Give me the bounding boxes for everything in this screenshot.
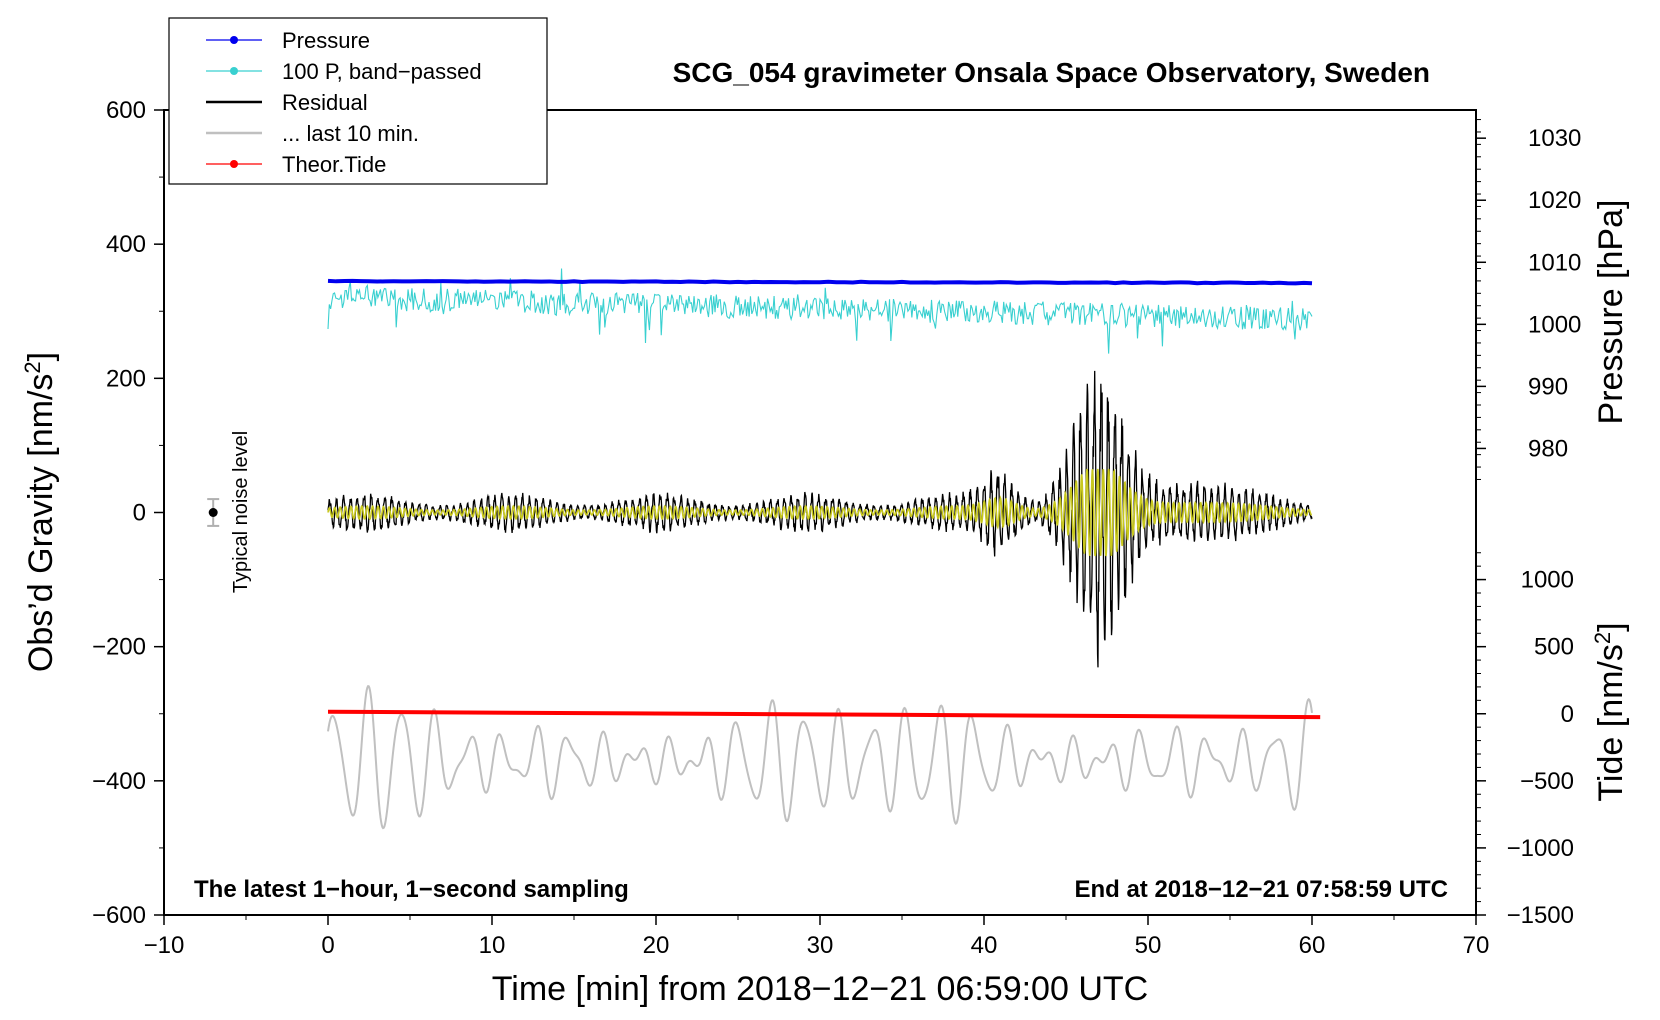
series-residual: [327, 370, 1313, 668]
series-layer: [327, 268, 1321, 830]
legend-label: Residual: [282, 90, 368, 115]
tide-tick-label: −1500: [1507, 902, 1574, 929]
legend-swatch-marker: [230, 160, 238, 168]
y-tick-label: −400: [92, 768, 146, 795]
x-tick-label: 60: [1299, 932, 1326, 959]
y-axis-title-tide: Tide [nm/s2]: [1590, 622, 1630, 801]
y-tick-label: 0: [133, 500, 146, 527]
x-tick-label: 20: [643, 932, 670, 959]
left-axis: −600 −400 −200 0 200 400 600: [92, 97, 164, 929]
y-tick-label: 200: [106, 365, 146, 392]
right-axis: 980 990 1000 1010 1020 1030 −1500 −1000 −500 0 500…: [1476, 119, 1581, 929]
x-tick-label: −10: [144, 932, 185, 959]
tide-tick-label: 1000: [1521, 567, 1574, 594]
legend-swatch-marker: [230, 67, 238, 75]
y-axis-title-left-suffix: ]: [22, 352, 60, 361]
legend-label: 100 P, band−passed: [282, 59, 482, 84]
annotation-bottom-right: End at 2018−12−21 07:58:59 UTC: [1074, 876, 1448, 903]
tide-tick-label: −500: [1520, 768, 1574, 795]
tide-tick-label: −1000: [1507, 835, 1574, 862]
noise-level-label: Typical noise level: [230, 431, 252, 593]
y-axis-title-left-sup: 2: [20, 361, 45, 373]
series-theor-tide: [327, 709, 1321, 720]
pressure-tick-label: 990: [1528, 373, 1568, 400]
pressure-tick-label: 1010: [1528, 249, 1581, 276]
y-axis-title-left: Obs’d Gravity [nm/s2]: [20, 352, 60, 672]
annotation-bottom-left: The latest 1−hour, 1−second sampling: [194, 876, 629, 903]
y-axis-title-tide-prefix: Tide [nm/s: [1592, 644, 1630, 801]
legend-swatch-marker: [230, 36, 238, 44]
pressure-tick-label: 1030: [1528, 125, 1581, 152]
x-tick-label: 0: [321, 932, 334, 959]
noise-point: [208, 508, 218, 517]
legend: Pressure 100 P, band−passed Residual ... la…: [206, 28, 482, 177]
series-pressure-bandpassed: [327, 268, 1313, 354]
series-pressure: [327, 278, 1313, 286]
pressure-tick-label: 1000: [1528, 311, 1581, 338]
x-tick-label: 50: [1135, 932, 1162, 959]
y-tick-label: −600: [92, 902, 146, 929]
x-tick-label: 30: [807, 932, 834, 959]
series-last-10-min: [327, 685, 1313, 830]
y-tick-label: 400: [106, 231, 146, 258]
x-tick-label: 10: [479, 932, 506, 959]
y-axis-title-tide-sup: 2: [1590, 632, 1615, 644]
tide-tick-label: 0: [1561, 701, 1574, 728]
series-residual-filtered: [327, 468, 1313, 557]
noise-level-marker: [207, 498, 220, 527]
pressure-tick-label: 980: [1528, 435, 1568, 462]
pressure-tick-label: 1020: [1528, 187, 1581, 214]
legend-label: Theor.Tide: [282, 152, 386, 177]
y-axis-title-left-prefix: Obs’d Gravity [nm/s: [22, 374, 60, 673]
tide-tick-label: 500: [1534, 634, 1574, 661]
x-tick-label: 70: [1463, 932, 1490, 959]
x-tick-label: 40: [971, 932, 998, 959]
x-axis-title: Time [min] from 2018−12−21 06:59:00 UTC: [492, 970, 1148, 1008]
bottom-axis: −10 0 10 20 30 40 50 60 70: [144, 915, 1490, 959]
y-axis-title-tide-suffix: ]: [1592, 622, 1630, 631]
y-tick-label: −200: [92, 634, 146, 661]
y-tick-label: 600: [106, 97, 146, 124]
legend-label: Pressure: [282, 28, 370, 53]
legend-label: ... last 10 min.: [282, 121, 419, 146]
chart-title: SCG_054 gravimeter Onsala Space Observat…: [673, 57, 1430, 88]
y-axis-title-pressure: Pressure [hPa]: [1592, 200, 1630, 425]
